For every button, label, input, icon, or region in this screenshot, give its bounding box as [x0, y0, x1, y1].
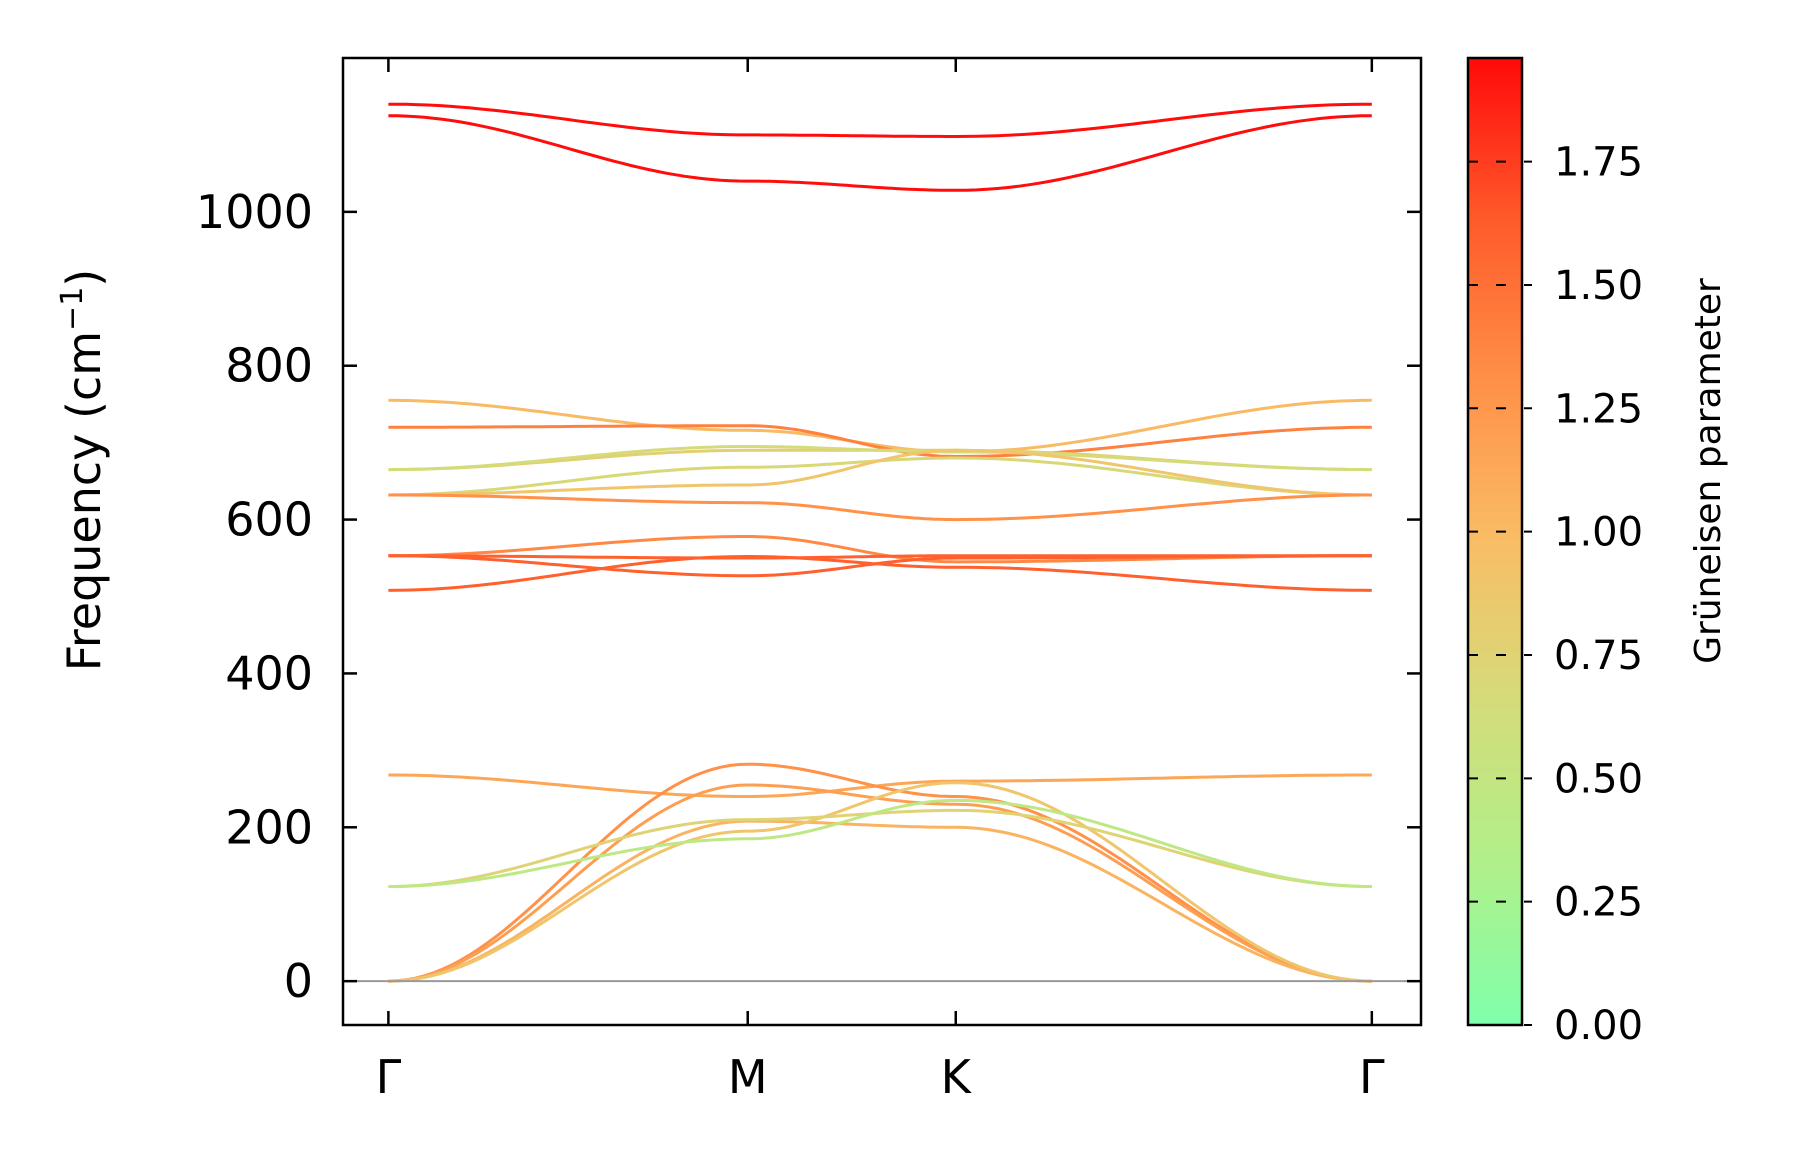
- colorbar-tick-label: 0.50: [1554, 756, 1643, 802]
- colorbar-tick-label: 0.25: [1554, 880, 1643, 926]
- x-tick-label: K: [941, 1050, 973, 1104]
- band-line: [388, 555, 1372, 592]
- plot-frame: [341, 56, 1423, 1027]
- band-line: [388, 554, 1372, 578]
- colorbar-tick-label: 1.75: [1554, 140, 1643, 186]
- y-tick-label: 800: [225, 339, 313, 393]
- colorbar-label: Grüneisen parameter: [1688, 278, 1729, 664]
- band-line: [388, 456, 1372, 497]
- band-line: [388, 535, 1372, 564]
- colorbar: [1466, 56, 1524, 1027]
- y-axis-label-main: Frequency (cm: [57, 331, 111, 671]
- x-tick-label: Γ: [376, 1050, 402, 1104]
- x-tick-label: Γ: [1359, 1050, 1385, 1104]
- colorbar-ticks: 0.00 0.25 0.50 0.75 1.00 1.25 1.50 1.75: [1468, 140, 1643, 1049]
- band-line: [388, 493, 1372, 522]
- y-axis-label-close: ): [57, 269, 111, 287]
- band-line: [388, 783, 1372, 983]
- band-line: [388, 424, 1372, 458]
- colorbar-tick-label: 1.00: [1554, 510, 1643, 556]
- y-tick-label: 1000: [196, 185, 313, 239]
- colorbar-tick-label: 1.25: [1554, 386, 1643, 432]
- band-line: [388, 114, 1372, 192]
- y-tick-label: 200: [225, 800, 313, 854]
- y-axis-label: Frequency (cm−1): [55, 269, 111, 672]
- band-line: [388, 445, 1372, 472]
- colorbar-tick-label: 1.50: [1554, 263, 1643, 309]
- band-line: [388, 798, 1372, 888]
- band-line: [388, 773, 1372, 798]
- band-line: [388, 762, 1372, 983]
- colorbar-tick-label: 0.00: [1554, 1003, 1643, 1049]
- band-line: [388, 781, 1372, 983]
- band-lines: [388, 102, 1372, 983]
- y-axis-label-superscript: −1: [55, 287, 90, 331]
- y-tick-label: 0: [284, 954, 313, 1008]
- y-tick-label: 400: [225, 646, 313, 700]
- band-line: [388, 819, 1372, 983]
- y-axis-ticks: 0 200 400 600 800 1000: [196, 185, 1421, 1008]
- colorbar-tick-label: 0.75: [1554, 633, 1643, 679]
- band-line: [388, 102, 1372, 138]
- band-line: [388, 448, 1372, 497]
- band-line: [388, 808, 1372, 888]
- x-tick-label: M: [728, 1050, 768, 1104]
- y-tick-label: 600: [225, 493, 313, 547]
